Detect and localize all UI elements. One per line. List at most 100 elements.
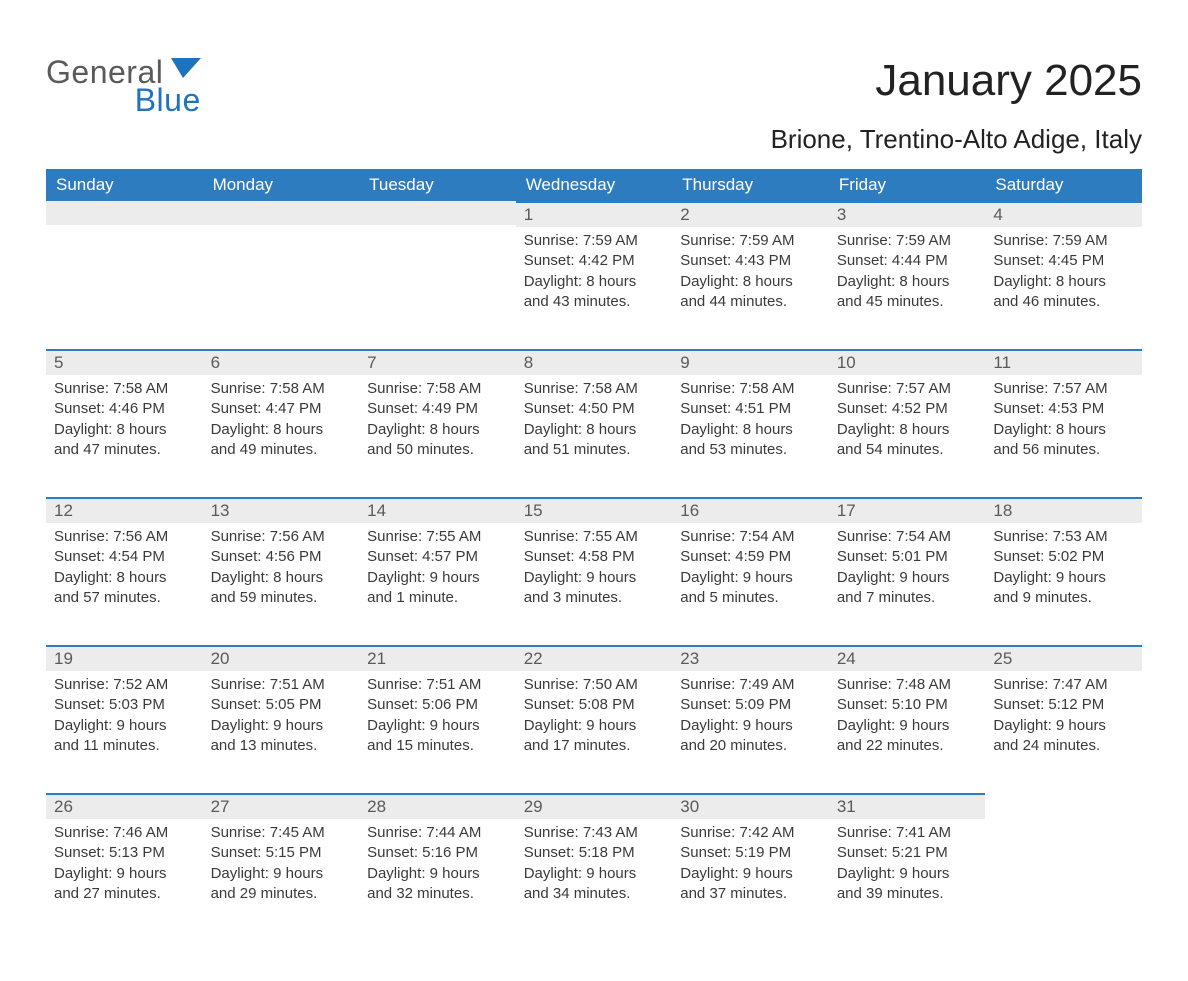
day-number: 14	[359, 497, 516, 523]
calendar-cell: 21Sunrise: 7:51 AMSunset: 5:06 PMDayligh…	[359, 645, 516, 793]
day-details: Sunrise: 7:51 AMSunset: 5:06 PMDaylight:…	[359, 671, 516, 756]
location-subtitle: Brione, Trentino-Alto Adige, Italy	[771, 124, 1142, 155]
day-sunset: Sunset: 4:42 PM	[524, 251, 665, 271]
day-sunset: Sunset: 4:51 PM	[680, 399, 821, 419]
weekday-header: Saturday	[985, 169, 1142, 201]
day-details: Sunrise: 7:42 AMSunset: 5:19 PMDaylight:…	[672, 819, 829, 904]
day-number: 9	[672, 349, 829, 375]
calendar-cell: 28Sunrise: 7:44 AMSunset: 5:16 PMDayligh…	[359, 793, 516, 941]
day-sunrise: Sunrise: 7:54 AM	[837, 527, 978, 547]
day-sunrise: Sunrise: 7:41 AM	[837, 823, 978, 843]
day-sunrise: Sunrise: 7:42 AM	[680, 823, 821, 843]
day-d1: Daylight: 8 hours	[524, 272, 665, 292]
logo-flag-icon	[171, 56, 201, 78]
day-details: Sunrise: 7:46 AMSunset: 5:13 PMDaylight:…	[46, 819, 203, 904]
calendar-cell: 12Sunrise: 7:56 AMSunset: 4:54 PMDayligh…	[46, 497, 203, 645]
day-sunset: Sunset: 5:16 PM	[367, 843, 508, 863]
day-details: Sunrise: 7:59 AMSunset: 4:43 PMDaylight:…	[672, 227, 829, 312]
day-sunset: Sunset: 5:18 PM	[524, 843, 665, 863]
calendar-cell: 1Sunrise: 7:59 AMSunset: 4:42 PMDaylight…	[516, 201, 673, 349]
calendar-cell	[203, 201, 360, 349]
day-d1: Daylight: 9 hours	[54, 864, 195, 884]
day-d2: and 7 minutes.	[837, 588, 978, 608]
day-details: Sunrise: 7:54 AMSunset: 5:01 PMDaylight:…	[829, 523, 986, 608]
day-details: Sunrise: 7:57 AMSunset: 4:52 PMDaylight:…	[829, 375, 986, 460]
day-sunrise: Sunrise: 7:53 AM	[993, 527, 1134, 547]
day-sunset: Sunset: 4:56 PM	[211, 547, 352, 567]
calendar-cell: 6Sunrise: 7:58 AMSunset: 4:47 PMDaylight…	[203, 349, 360, 497]
day-number: 4	[985, 201, 1142, 227]
day-number: 26	[46, 793, 203, 819]
calendar-cell	[359, 201, 516, 349]
page-title: January 2025	[771, 56, 1142, 106]
day-d1: Daylight: 9 hours	[837, 716, 978, 736]
day-sunrise: Sunrise: 7:50 AM	[524, 675, 665, 695]
day-details: Sunrise: 7:45 AMSunset: 5:15 PMDaylight:…	[203, 819, 360, 904]
day-d2: and 9 minutes.	[993, 588, 1134, 608]
calendar-cell: 14Sunrise: 7:55 AMSunset: 4:57 PMDayligh…	[359, 497, 516, 645]
day-d2: and 11 minutes.	[54, 736, 195, 756]
day-d1: Daylight: 8 hours	[680, 272, 821, 292]
day-sunrise: Sunrise: 7:58 AM	[680, 379, 821, 399]
day-sunset: Sunset: 4:54 PM	[54, 547, 195, 567]
day-details: Sunrise: 7:55 AMSunset: 4:58 PMDaylight:…	[516, 523, 673, 608]
day-d2: and 13 minutes.	[211, 736, 352, 756]
calendar-cell: 18Sunrise: 7:53 AMSunset: 5:02 PMDayligh…	[985, 497, 1142, 645]
calendar-cell: 3Sunrise: 7:59 AMSunset: 4:44 PMDaylight…	[829, 201, 986, 349]
day-sunrise: Sunrise: 7:44 AM	[367, 823, 508, 843]
day-number: 29	[516, 793, 673, 819]
empty-day-head	[46, 201, 203, 225]
day-number: 3	[829, 201, 986, 227]
day-sunrise: Sunrise: 7:58 AM	[54, 379, 195, 399]
day-sunset: Sunset: 4:53 PM	[993, 399, 1134, 419]
day-d2: and 32 minutes.	[367, 884, 508, 904]
day-number: 24	[829, 645, 986, 671]
day-sunrise: Sunrise: 7:54 AM	[680, 527, 821, 547]
day-sunset: Sunset: 5:03 PM	[54, 695, 195, 715]
day-sunrise: Sunrise: 7:59 AM	[837, 231, 978, 251]
day-d2: and 27 minutes.	[54, 884, 195, 904]
day-details: Sunrise: 7:58 AMSunset: 4:50 PMDaylight:…	[516, 375, 673, 460]
day-d2: and 22 minutes.	[837, 736, 978, 756]
day-d2: and 56 minutes.	[993, 440, 1134, 460]
calendar-cell: 10Sunrise: 7:57 AMSunset: 4:52 PMDayligh…	[829, 349, 986, 497]
day-number: 31	[829, 793, 986, 819]
day-d2: and 17 minutes.	[524, 736, 665, 756]
day-number: 12	[46, 497, 203, 523]
day-sunset: Sunset: 4:45 PM	[993, 251, 1134, 271]
day-d1: Daylight: 8 hours	[993, 420, 1134, 440]
day-sunset: Sunset: 4:58 PM	[524, 547, 665, 567]
day-d1: Daylight: 8 hours	[837, 272, 978, 292]
day-number: 6	[203, 349, 360, 375]
day-sunrise: Sunrise: 7:56 AM	[54, 527, 195, 547]
day-sunrise: Sunrise: 7:55 AM	[524, 527, 665, 547]
calendar-cell: 19Sunrise: 7:52 AMSunset: 5:03 PMDayligh…	[46, 645, 203, 793]
calendar-cell: 5Sunrise: 7:58 AMSunset: 4:46 PMDaylight…	[46, 349, 203, 497]
day-details: Sunrise: 7:59 AMSunset: 4:44 PMDaylight:…	[829, 227, 986, 312]
day-sunset: Sunset: 5:21 PM	[837, 843, 978, 863]
day-sunset: Sunset: 5:10 PM	[837, 695, 978, 715]
day-number: 1	[516, 201, 673, 227]
day-d2: and 34 minutes.	[524, 884, 665, 904]
day-d1: Daylight: 8 hours	[993, 272, 1134, 292]
day-sunrise: Sunrise: 7:59 AM	[993, 231, 1134, 251]
day-d2: and 50 minutes.	[367, 440, 508, 460]
day-d2: and 1 minute.	[367, 588, 508, 608]
day-sunset: Sunset: 4:49 PM	[367, 399, 508, 419]
calendar-cell: 25Sunrise: 7:47 AMSunset: 5:12 PMDayligh…	[985, 645, 1142, 793]
day-sunset: Sunset: 4:57 PM	[367, 547, 508, 567]
weekday-header: Wednesday	[516, 169, 673, 201]
day-number: 17	[829, 497, 986, 523]
day-sunset: Sunset: 4:47 PM	[211, 399, 352, 419]
day-d1: Daylight: 9 hours	[680, 864, 821, 884]
day-sunset: Sunset: 5:13 PM	[54, 843, 195, 863]
day-d2: and 37 minutes.	[680, 884, 821, 904]
weekday-header: Thursday	[672, 169, 829, 201]
day-d1: Daylight: 9 hours	[993, 568, 1134, 588]
day-number: 19	[46, 645, 203, 671]
day-d2: and 59 minutes.	[211, 588, 352, 608]
day-number: 27	[203, 793, 360, 819]
day-d1: Daylight: 9 hours	[211, 716, 352, 736]
day-d2: and 5 minutes.	[680, 588, 821, 608]
day-d1: Daylight: 9 hours	[367, 864, 508, 884]
